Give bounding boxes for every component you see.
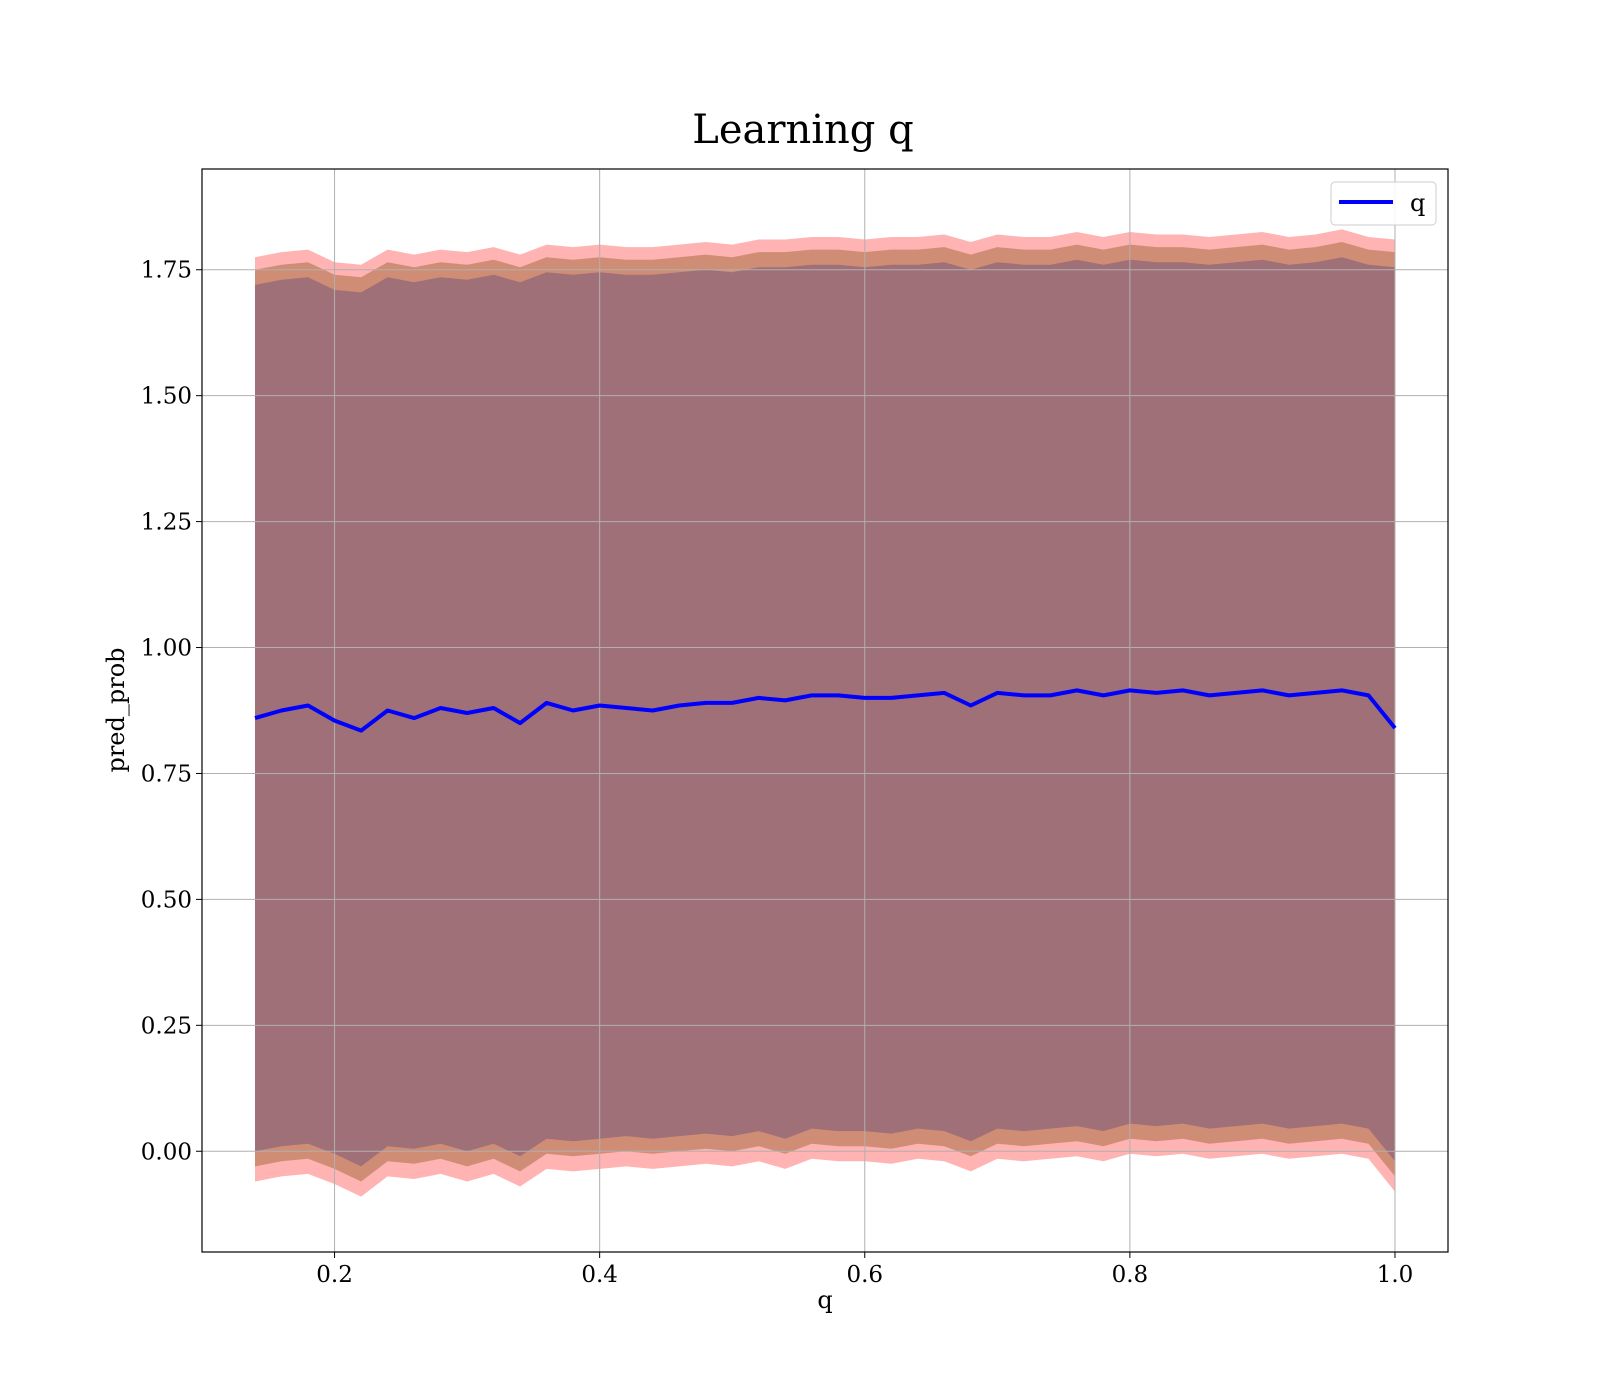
y-tick-label: 1.25 bbox=[141, 510, 192, 536]
inner-band bbox=[255, 257, 1395, 1167]
legend-label-q: q bbox=[1410, 189, 1425, 217]
bands-layer bbox=[255, 229, 1395, 1197]
y-axis: 0.00 0.25 0.50 0.75 1.00 1.25 1.50 1.75 bbox=[141, 258, 202, 1165]
y-tick-label: 0.75 bbox=[141, 761, 192, 787]
x-tick-label: 0.8 bbox=[1112, 1262, 1149, 1288]
x-tick-label: 0.4 bbox=[581, 1262, 618, 1288]
y-tick-label: 1.75 bbox=[141, 258, 192, 284]
x-tick-label: 1.0 bbox=[1377, 1262, 1414, 1288]
y-axis-label: pred_prob bbox=[102, 647, 130, 772]
y-tick-label: 0.00 bbox=[141, 1139, 192, 1165]
y-tick-label: 1.50 bbox=[141, 384, 192, 410]
line-layer bbox=[254, 688, 1397, 733]
series-line-q bbox=[254, 688, 1397, 733]
x-tick-label: 0.2 bbox=[316, 1262, 353, 1288]
plot-area-frame bbox=[201, 168, 1449, 1253]
chart-title: Learning q bbox=[692, 107, 913, 153]
y-tick-label: 0.50 bbox=[141, 887, 192, 913]
legend: q bbox=[1330, 181, 1437, 226]
y-tick-label: 1.00 bbox=[141, 636, 192, 662]
x-tick-label: 0.6 bbox=[846, 1262, 883, 1288]
x-axis-label: q bbox=[817, 1286, 832, 1314]
y-tick-label: 0.25 bbox=[141, 1013, 192, 1039]
x-axis: 0.2 0.4 0.6 0.8 1.0 bbox=[316, 1252, 1413, 1288]
grid-layer bbox=[202, 169, 1448, 1252]
